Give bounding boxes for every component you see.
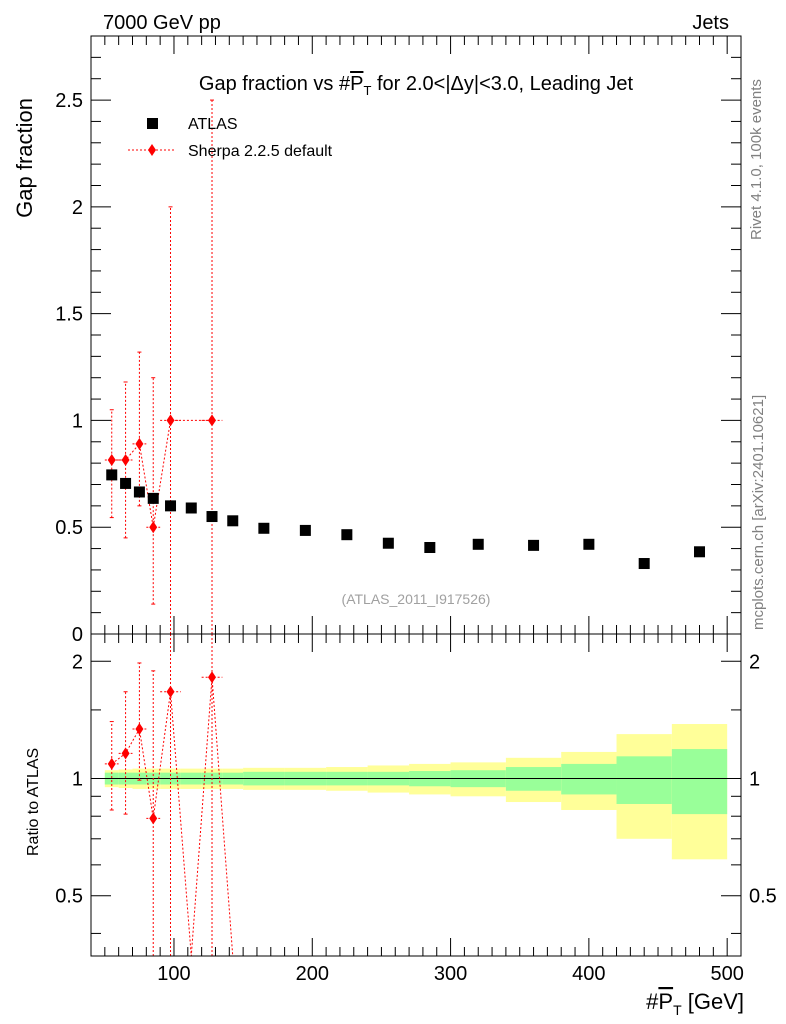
ratio-line	[111, 677, 234, 957]
ratio-tick-label-right: 1	[749, 768, 760, 790]
x-axis-label: #PT [GeV]	[646, 989, 744, 1018]
atlas-series	[106, 469, 706, 570]
bottom-tick-labels: 0.5 0.5 1 1 2 2	[55, 651, 777, 907]
legend: ATLAS Sherpa 2.2.5 default	[128, 116, 333, 160]
sherpa-point	[149, 521, 158, 534]
top-panel: 0 0.5 1 1.5 2 2.5 (ATLAS_2011_I917526) Gap fr…	[55, 35, 742, 646]
atlas-point	[341, 529, 353, 541]
bottom-ticks	[91, 634, 741, 956]
chart-title-post: for 2.0<|Δy|<3.0, Leading Jet	[371, 73, 633, 95]
atlas-point	[227, 515, 239, 527]
x-tick-label: 200	[296, 963, 329, 985]
atlas-point	[638, 558, 650, 570]
sherpa-point	[107, 453, 116, 466]
atlas-point	[382, 537, 394, 549]
y-tick-label-top: 1.5	[55, 304, 83, 326]
rivet-label: Rivet 4.1.0, 100k events	[748, 79, 765, 240]
ratio-tick-label-right: 0.5	[749, 886, 777, 908]
y-tick-label-top: 2	[72, 197, 83, 219]
bottom-panel: 0.5 0.5 1 1 2 2 100 200 300 400 500	[55, 633, 777, 985]
ratio-point	[208, 671, 217, 684]
ratio-series	[104, 634, 234, 957]
ratio-tick-label-left: 1	[72, 768, 83, 790]
header-right: Jets	[692, 12, 729, 34]
atlas-point	[258, 522, 270, 534]
x-tick-label: 500	[710, 963, 743, 985]
atlas-point	[528, 539, 540, 551]
x-tick-label: 300	[434, 963, 467, 985]
x-tick-label: 100	[157, 963, 190, 985]
ratio-bands	[104, 724, 728, 860]
legend-sherpa-label: Sherpa 2.2.5 default	[188, 143, 333, 160]
atlas-point	[147, 492, 159, 504]
chart-title-sym: P	[350, 73, 363, 95]
atlas-point	[299, 524, 311, 536]
x-axis-label-post: [GeV]	[682, 989, 744, 1014]
atlas-point	[472, 538, 484, 550]
ratio-tick-label-right: 2	[749, 651, 760, 673]
x-tick-labels: 100 200 300 400 500	[157, 963, 744, 985]
atlas-point	[185, 502, 197, 514]
chart-title-pre: Gap fraction vs #	[199, 73, 351, 95]
band-inner	[561, 763, 617, 795]
atlas-point	[165, 500, 177, 512]
x-tick-label: 400	[572, 963, 605, 985]
y-axis-label-top: Gap fraction	[12, 98, 37, 218]
ratio-tick-label-left: 2	[72, 651, 83, 673]
y-tick-label-top: 0.5	[55, 517, 83, 539]
atlas-point	[694, 546, 706, 558]
sherpa-point	[121, 453, 130, 466]
band-inner	[671, 749, 728, 815]
atlas-point	[106, 469, 118, 481]
analysis-label: (ATLAS_2011_I917526)	[342, 591, 491, 607]
ratio-point	[149, 812, 158, 825]
sherpa-point	[208, 414, 217, 427]
x-axis-label-pre: #	[646, 989, 659, 1014]
legend-sherpa-marker	[148, 144, 156, 156]
sherpa-point	[166, 414, 175, 427]
sherpa-line	[111, 419, 213, 528]
band-inner	[616, 756, 672, 804]
bottom-panel-frame	[90, 633, 742, 957]
legend-atlas-label: ATLAS	[188, 116, 238, 133]
y-tick-label-top: 1	[72, 410, 83, 432]
x-axis-label-sym: P	[658, 989, 673, 1014]
x-axis-label-sub: T	[673, 1002, 682, 1018]
atlas-point	[120, 477, 132, 489]
y-tick-label-top: 0	[72, 624, 83, 646]
mcplots-label: mcplots.cern.ch [arXiv:2401.10621]	[750, 395, 767, 630]
atlas-point	[583, 538, 595, 550]
chart-title: Gap fraction vs #PT for 2.0<|Δy|<3.0, Le…	[199, 73, 634, 98]
legend-atlas-marker	[147, 118, 158, 129]
y-tick-label-top: 2.5	[55, 90, 83, 112]
top-tick-labels: 0 0.5 1 1.5 2 2.5	[55, 90, 83, 646]
ratio-point	[107, 757, 116, 770]
top-ticks	[91, 36, 741, 635]
atlas-point	[206, 511, 218, 523]
atlas-point	[133, 486, 145, 498]
ratio-point	[135, 722, 144, 735]
chart-title-sub: T	[363, 83, 371, 98]
ratio-point	[121, 747, 130, 760]
atlas-point	[424, 542, 436, 554]
header-left: 7000 GeV pp	[103, 12, 221, 34]
y-axis-label-bottom: Ratio to ATLAS	[25, 748, 42, 856]
ratio-point	[166, 685, 175, 698]
sherpa-point	[135, 437, 144, 450]
sherpa-series	[104, 99, 223, 635]
ratio-tick-label-left: 0.5	[55, 886, 83, 908]
